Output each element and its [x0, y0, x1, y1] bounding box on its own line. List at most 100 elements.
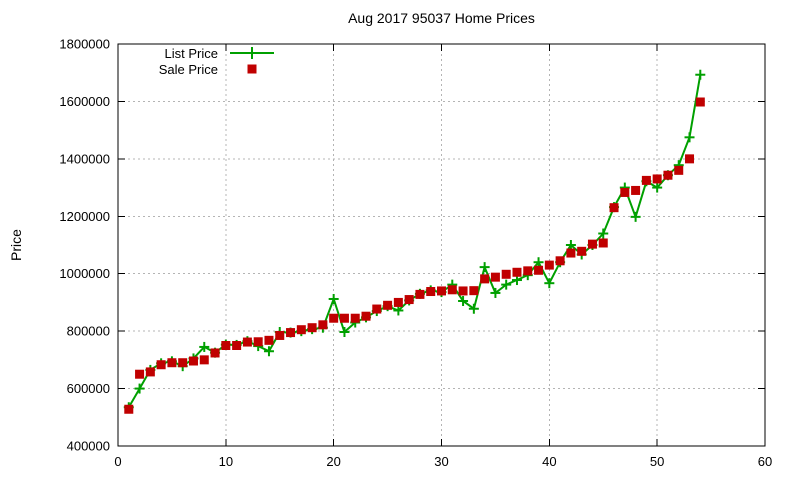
- y-tick-label: 1000000: [59, 266, 110, 281]
- sale-price-marker: [415, 289, 425, 299]
- list-price-marker: [468, 303, 479, 314]
- list-price-marker: [339, 327, 350, 338]
- y-tick-label: 600000: [67, 381, 110, 396]
- sale-price-marker: [221, 341, 231, 350]
- x-tick-label: 20: [326, 454, 340, 469]
- sale-price-marker: [178, 358, 188, 368]
- sale-price-marker: [674, 165, 684, 175]
- sale-price-marker: [135, 369, 145, 379]
- sale-price-marker: [587, 239, 597, 249]
- x-tick-label: 40: [542, 454, 556, 469]
- list-price-marker: [544, 278, 555, 289]
- sale-price-marker: [156, 360, 166, 370]
- sale-price-marker: [393, 297, 403, 307]
- sale-price-marker: [458, 286, 468, 296]
- sale-price-marker: [286, 328, 296, 338]
- sale-price-marker: [512, 267, 522, 277]
- sale-price-marker: [437, 286, 446, 296]
- x-tick-label: 60: [758, 454, 772, 469]
- sale-price-marker: [383, 300, 393, 310]
- y-tick-label: 1600000: [59, 94, 110, 109]
- sale-price-marker: [555, 256, 565, 266]
- sale-price-marker: [188, 356, 198, 366]
- y-tick-label: 1400000: [59, 151, 110, 166]
- sale-price-marker: [609, 203, 619, 213]
- sale-price-marker: [641, 175, 651, 185]
- sale-price-marker: [372, 304, 382, 314]
- sale-price-marker: [232, 341, 242, 350]
- sale-price-marker: [199, 355, 209, 365]
- tick-labels: 0 10 20 30 40 50 60 400000 600000 800000 1000000 12…: [59, 37, 772, 470]
- sale-price-marker: [501, 269, 511, 279]
- sale-price-marker: [124, 404, 134, 414]
- list-price-marker: [598, 228, 609, 239]
- list-price-marker: [652, 182, 663, 193]
- x-tick-label: 50: [650, 454, 664, 469]
- list-price-marker: [501, 279, 512, 290]
- y-tick-label: 1200000: [59, 209, 110, 224]
- list-price-marker: [630, 211, 641, 222]
- sale-price-marker-sample-icon: [228, 62, 276, 76]
- sale-price-marker: [296, 325, 306, 335]
- legend-item-list-price: List Price: [120, 45, 276, 61]
- list-price-marker: [263, 346, 274, 357]
- sale-price-marker: [404, 295, 414, 305]
- sale-price-marker: [469, 286, 479, 296]
- sale-price-marker: [210, 348, 220, 358]
- list-price-marker: [695, 69, 706, 80]
- sale-price-marker: [490, 272, 500, 282]
- sale-price-marker: [145, 367, 155, 377]
- y-axis-label: Price: [8, 229, 24, 261]
- sale-price-marker: [447, 285, 457, 295]
- axes: [117, 43, 766, 447]
- legend: List Price Sale Price: [120, 45, 276, 77]
- sale-price-marker: [544, 260, 554, 270]
- sale-price-marker: [275, 330, 285, 340]
- sale-price-marker: [242, 337, 252, 347]
- sale-price-marker: [620, 187, 630, 197]
- list-price-marker: [490, 287, 501, 298]
- sale-price-marker: [663, 170, 673, 180]
- sale-price-marker: [534, 265, 544, 275]
- list-price-marker: [565, 240, 576, 250]
- sale-price-marker: [695, 97, 705, 107]
- sale-price-marker: [426, 287, 436, 297]
- series-sale-price: [124, 97, 705, 414]
- sale-price-marker: [631, 185, 641, 195]
- y-tick-label: 400000: [67, 439, 110, 454]
- sale-price-marker: [350, 313, 360, 323]
- x-tick-label: 0: [114, 454, 121, 469]
- list-price-marker: [134, 383, 145, 394]
- sale-price-marker: [307, 323, 317, 333]
- series-list-price: [123, 69, 706, 413]
- sale-price-marker: [329, 313, 339, 323]
- sale-price-marker: [167, 358, 177, 368]
- sale-price-marker: [253, 337, 263, 347]
- legend-label-list-price: List Price: [164, 45, 218, 61]
- legend-label-sale-price: Sale Price: [158, 61, 218, 77]
- list-price-line-sample-icon: [228, 46, 276, 60]
- list-price-marker: [684, 132, 695, 143]
- sale-price-marker: [685, 154, 695, 164]
- list-price-marker: [328, 293, 339, 304]
- list-price-marker: [458, 295, 469, 306]
- x-tick-label: 10: [219, 454, 233, 469]
- grid-lines: [118, 44, 765, 446]
- legend-item-sale-price: Sale Price: [120, 61, 276, 77]
- sale-price-marker: [523, 266, 533, 276]
- sale-price-marker: [598, 238, 608, 248]
- chart-title: Aug 2017 95037 Home Prices: [348, 10, 535, 26]
- sale-price-marker: [480, 274, 490, 284]
- x-tick-label: 30: [434, 454, 448, 469]
- list-price-marker: [199, 341, 210, 352]
- sale-price-marker: [577, 246, 587, 256]
- list-price-marker: [479, 262, 490, 273]
- sale-price-marker: [264, 335, 274, 345]
- sale-price-marker: [318, 320, 328, 330]
- sale-price-marker: [361, 311, 371, 321]
- list-price-marker: [393, 305, 404, 316]
- y-tick-label: 800000: [67, 324, 110, 339]
- sale-price-marker: [652, 174, 662, 184]
